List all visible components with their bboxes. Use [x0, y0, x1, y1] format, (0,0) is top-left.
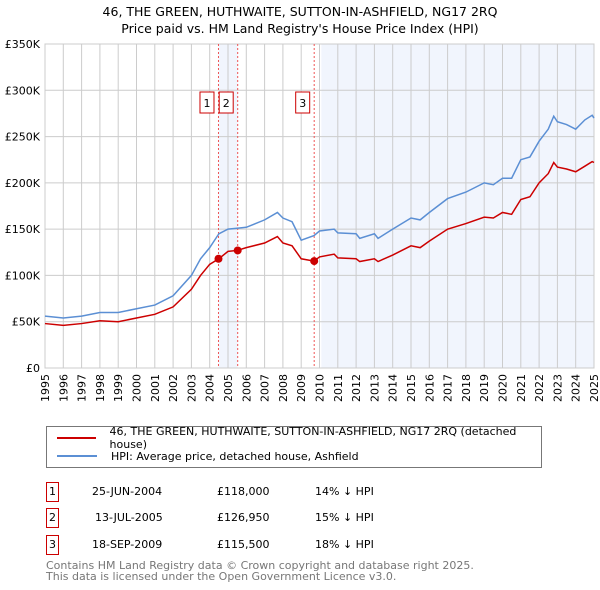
- x-tick-label: 2016: [423, 374, 436, 402]
- sale-marker-label: 3: [299, 97, 306, 110]
- legend: 46, THE GREEN, HUTHWAITE, SUTTON-IN-ASHF…: [46, 425, 542, 468]
- x-tick-label: 1996: [57, 374, 70, 402]
- x-tick-label: 1997: [76, 374, 89, 402]
- legend-swatch-red: [57, 437, 96, 439]
- sale-hpi-diff: 14% ↓ HPI: [315, 485, 374, 498]
- y-tick-label: £100K: [5, 269, 41, 282]
- sale-point: [233, 246, 242, 255]
- x-tick-label: 2003: [185, 374, 198, 402]
- sale-price: £115,500: [217, 538, 270, 551]
- sale-row: 3 18-SEP-2009 £115,500 18% ↓ HPI: [46, 535, 446, 555]
- x-tick-label: 2017: [442, 374, 455, 402]
- x-tick-label: 2013: [368, 374, 381, 402]
- footer-licence: This data is licensed under the Open Gov…: [46, 570, 397, 583]
- y-tick-label: £200K: [5, 177, 41, 190]
- legend-swatch-blue: [57, 455, 97, 457]
- sale-marker-badge: 3: [46, 535, 59, 555]
- x-tick-label: 2002: [167, 374, 180, 402]
- sale-row: 2 13-JUL-2005 £126,950 15% ↓ HPI: [46, 508, 446, 528]
- legend-item-hpi: HPI: Average price, detached house, Ashf…: [57, 448, 359, 464]
- y-tick-label: £150K: [5, 223, 41, 236]
- x-tick-label: 2008: [277, 374, 290, 402]
- sale-date: 25-JUN-2004: [92, 485, 163, 498]
- price-chart: 1995 1996 1997 1998 1999 2000 2001 2002 2003 2004…: [5, 38, 600, 402]
- hpi-line: [44, 114, 595, 319]
- sale-marker-label: 1: [203, 97, 210, 110]
- y-tick-label: £50K: [12, 316, 41, 329]
- x-tick-label: 2023: [551, 374, 564, 402]
- legend-label: HPI: Average price, detached house, Ashf…: [111, 449, 359, 463]
- y-tick-label: £0: [26, 362, 40, 375]
- sale-marker-badge: 1: [46, 482, 59, 502]
- footer-copyright: Contains HM Land Registry data © Crown c…: [46, 559, 474, 572]
- x-tick-label: 1995: [39, 374, 52, 402]
- plot-frame: [44, 43, 595, 369]
- x-tick-label: 2015: [405, 374, 418, 402]
- sale-marker-box: [218, 91, 234, 114]
- x-tick-label: 1999: [112, 374, 125, 402]
- chart-subtitle: Price paid vs. HM Land Registry's House …: [121, 21, 479, 36]
- x-tick-label: 2012: [350, 374, 363, 402]
- x-tick-label: 2004: [204, 374, 217, 402]
- x-tick-label: 2021: [515, 374, 528, 402]
- x-tick-label: 2006: [240, 374, 253, 402]
- shaded-region: [321, 44, 594, 368]
- x-tick-label: 2011: [332, 374, 345, 402]
- sale-row: 1 25-JUN-2004 £118,000 14% ↓ HPI: [46, 482, 446, 502]
- x-tick-label: 2010: [314, 374, 327, 402]
- x-tick-label: 2005: [222, 374, 235, 402]
- sale-marker-label: 2: [223, 97, 230, 110]
- sale-price: £118,000: [217, 485, 270, 498]
- sale-marker-box: [199, 91, 215, 114]
- y-tick-label: £350K: [5, 38, 41, 51]
- sale-hpi-diff: 15% ↓ HPI: [315, 511, 374, 524]
- chart-title: 46, THE GREEN, HUTHWAITE, SUTTON-IN-ASHF…: [102, 4, 498, 19]
- x-tick-label: 2009: [295, 374, 308, 402]
- sale-date: 13-JUL-2005: [95, 511, 163, 524]
- y-tick-label: £300K: [5, 84, 41, 97]
- x-tick-label: 2022: [533, 374, 546, 402]
- sale-marker-badge: 2: [46, 508, 59, 528]
- x-tick-label: 2014: [387, 374, 400, 402]
- x-tick-label: 2020: [497, 374, 510, 402]
- y-tick-label: £250K: [5, 131, 41, 144]
- sale-price: £126,950: [217, 511, 270, 524]
- sale-point: [310, 257, 319, 266]
- x-tick-label: 2007: [259, 374, 272, 402]
- legend-item-property: 46, THE GREEN, HUTHWAITE, SUTTON-IN-ASHF…: [57, 425, 541, 451]
- sale-date: 18-SEP-2009: [92, 538, 163, 551]
- x-tick-label: 2018: [460, 374, 473, 402]
- x-tick-label: 2000: [131, 374, 144, 402]
- x-tick-label: 1998: [94, 374, 107, 402]
- price-paid-line: [44, 160, 595, 327]
- x-tick-label: 2019: [478, 374, 491, 402]
- x-tick-label: 2025: [588, 374, 600, 402]
- sale-point: [214, 254, 223, 263]
- sale-hpi-diff: 18% ↓ HPI: [315, 538, 374, 551]
- x-tick-label: 2024: [570, 374, 583, 402]
- x-tick-label: 2001: [149, 374, 162, 402]
- sale-marker-box: [295, 91, 311, 114]
- legend-label: 46, THE GREEN, HUTHWAITE, SUTTON-IN-ASHF…: [109, 425, 517, 451]
